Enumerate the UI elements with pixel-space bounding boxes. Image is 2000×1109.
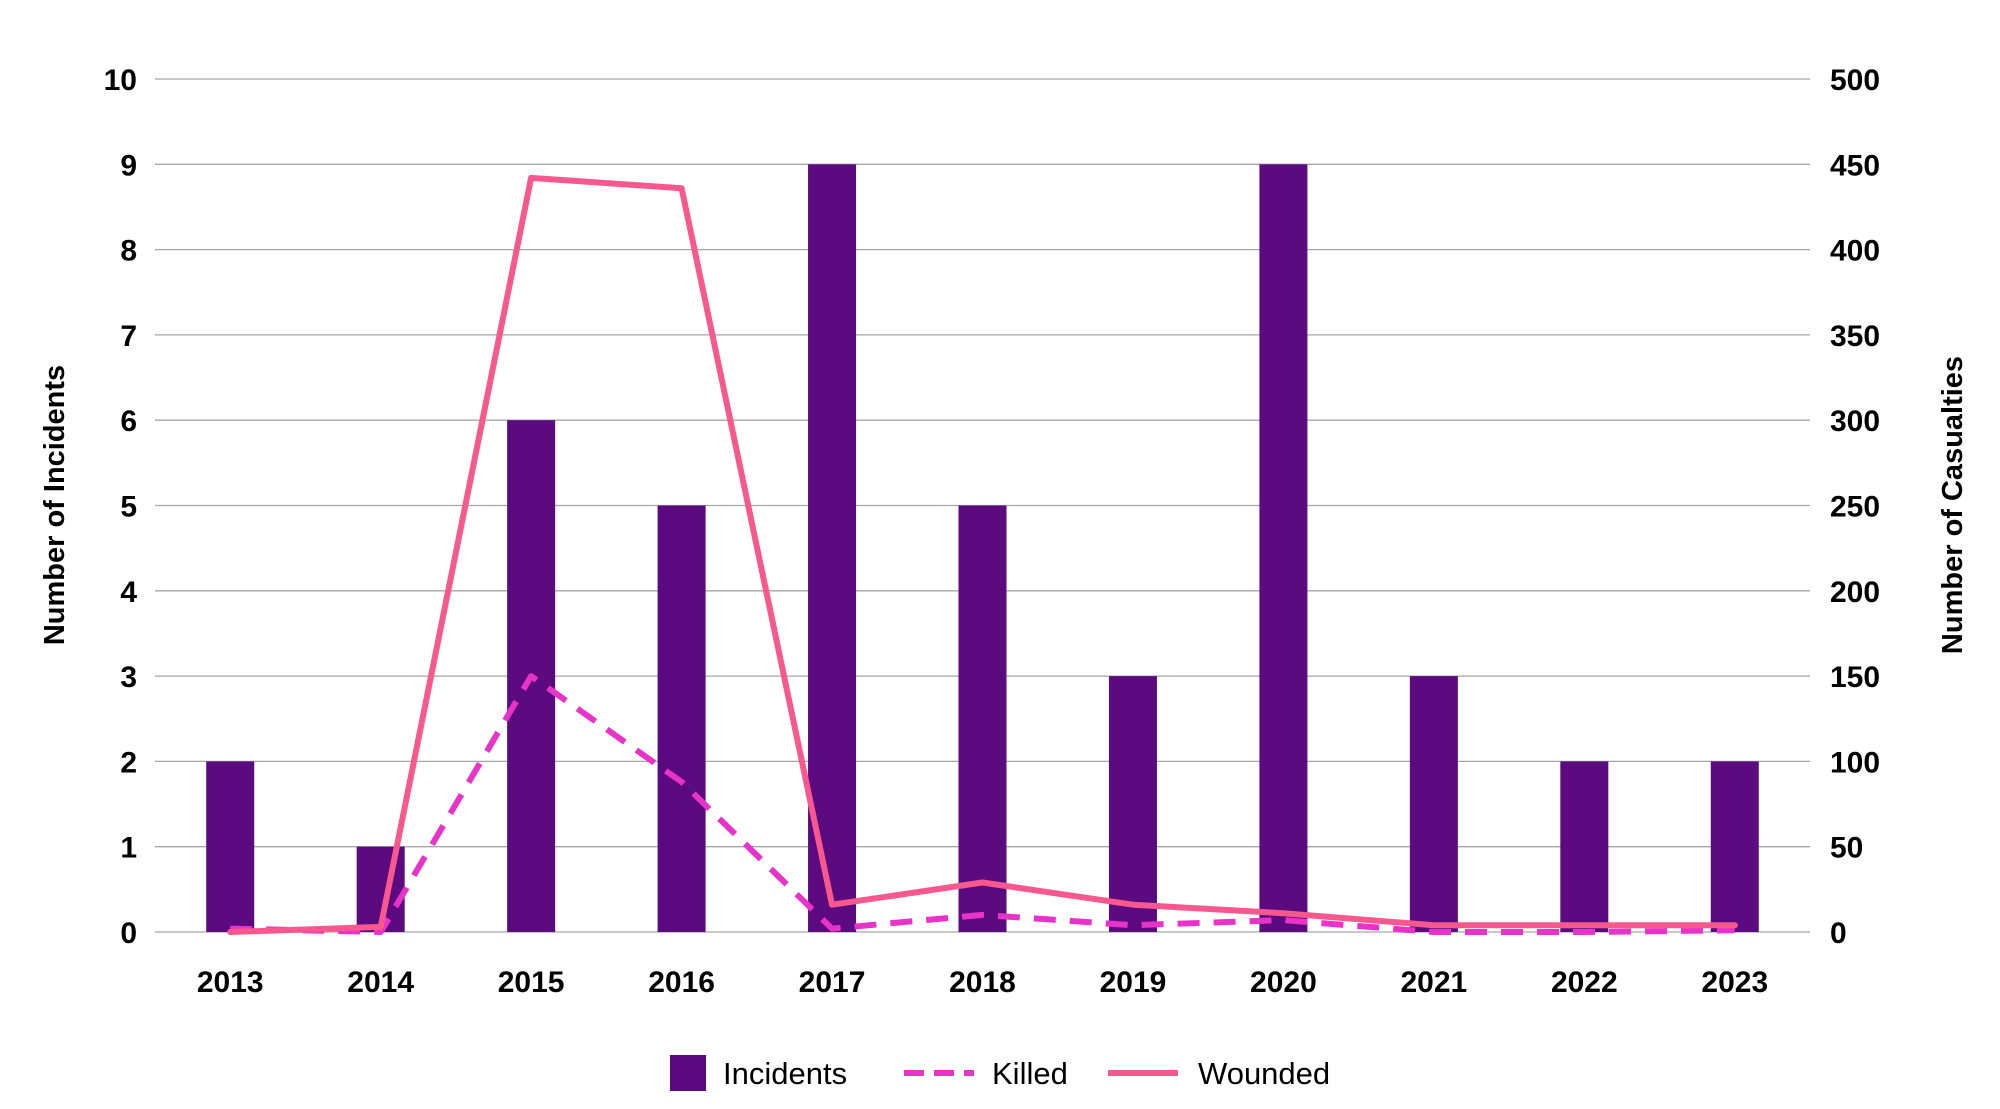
casualty-lines bbox=[227, 174, 1738, 935]
y-left-tick-label: 8 bbox=[120, 235, 137, 268]
x-tick-label: 2021 bbox=[1400, 966, 1467, 999]
x-tick-label: 2016 bbox=[648, 966, 715, 999]
legend-label-killed: Killed bbox=[992, 1056, 1068, 1091]
x-tick-label: 2020 bbox=[1250, 966, 1317, 999]
legend-label-incidents: Incidents bbox=[723, 1056, 847, 1091]
incidents-bars bbox=[206, 164, 1759, 933]
y-left-tick-label: 4 bbox=[120, 576, 137, 609]
x-tick-label: 2022 bbox=[1551, 966, 1618, 999]
bar-incidents-2021 bbox=[1409, 676, 1458, 932]
x-tick-label: 2017 bbox=[799, 966, 866, 999]
x-tick-label: 2023 bbox=[1701, 966, 1768, 999]
legend-label-wounded: Wounded bbox=[1198, 1056, 1330, 1091]
y-right-tick-label: 300 bbox=[1830, 405, 1880, 438]
y-right-tick-label: 500 bbox=[1830, 64, 1880, 97]
x-tick-label: 2019 bbox=[1100, 966, 1167, 999]
y-left-tick-label: 0 bbox=[120, 917, 137, 950]
y-right-tick-label: 150 bbox=[1830, 661, 1880, 694]
legend: Incidents Killed Wounded bbox=[670, 1055, 1330, 1091]
y-left-tick-label: 3 bbox=[120, 661, 137, 694]
bar-incidents-2020 bbox=[1259, 164, 1308, 933]
line-wounded bbox=[227, 174, 1738, 935]
bar-incidents-2016 bbox=[657, 505, 706, 932]
y-right-tick-label: 0 bbox=[1830, 917, 1847, 950]
y-right-tick-label: 450 bbox=[1830, 149, 1880, 182]
y-left-axis-title: Number of Incidents bbox=[39, 365, 71, 645]
y-left-tick-label: 7 bbox=[120, 320, 137, 353]
y-left-tick-label: 1 bbox=[120, 832, 137, 865]
y-right-tick-label: 400 bbox=[1830, 235, 1880, 268]
x-tick-label: 2015 bbox=[498, 966, 565, 999]
bar-incidents-2017 bbox=[808, 164, 857, 933]
bar-incidents-2013 bbox=[206, 761, 255, 932]
bar-incidents-2023 bbox=[1710, 761, 1759, 932]
y-right-tick-label: 200 bbox=[1830, 576, 1880, 609]
y-left-tick-label: 9 bbox=[120, 149, 137, 182]
y-right-tick-label: 250 bbox=[1830, 491, 1880, 524]
x-tick-label: 2014 bbox=[347, 966, 414, 999]
y-left-tick-label: 6 bbox=[120, 405, 137, 438]
bar-incidents-2019 bbox=[1108, 676, 1157, 932]
y-left-tick-label: 5 bbox=[120, 491, 137, 524]
y-right-tick-label: 100 bbox=[1830, 746, 1880, 779]
bar-incidents-2022 bbox=[1560, 761, 1609, 932]
y-left-tick-label: 2 bbox=[120, 746, 137, 779]
x-tick-label: 2013 bbox=[197, 966, 264, 999]
legend-swatch-incidents bbox=[670, 1055, 706, 1091]
y-left-tick-label: 10 bbox=[104, 64, 137, 97]
line-killed bbox=[230, 673, 1735, 935]
y-right-tick-label: 50 bbox=[1830, 832, 1863, 865]
y-right-axis-title: Number of Casualties bbox=[1937, 356, 1969, 654]
x-tick-label: 2018 bbox=[949, 966, 1016, 999]
y-right-tick-label: 350 bbox=[1830, 320, 1880, 353]
bar-incidents-2018 bbox=[958, 505, 1007, 932]
